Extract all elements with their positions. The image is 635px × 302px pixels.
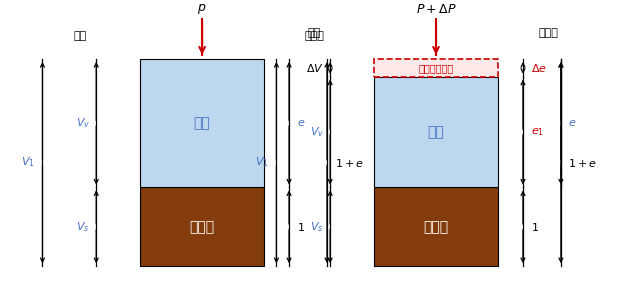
Text: $\Delta V$: $\Delta V$ xyxy=(306,62,324,74)
Text: 土粒子: 土粒子 xyxy=(190,220,215,234)
Text: 間隙: 間隙 xyxy=(427,125,444,139)
Text: 間隙: 間隙 xyxy=(194,116,210,130)
Text: $p$: $p$ xyxy=(197,2,207,16)
Bar xyxy=(140,188,264,266)
Text: $1+e$: $1+e$ xyxy=(568,157,598,169)
Text: $P+ \Delta P$: $P+ \Delta P$ xyxy=(415,3,457,16)
Text: 減少した体積: 減少した体積 xyxy=(418,63,453,73)
Text: $e$: $e$ xyxy=(297,118,305,128)
Text: 間隙比: 間隙比 xyxy=(304,31,324,41)
Text: $V_1$: $V_1$ xyxy=(255,156,269,169)
Text: $1+e$: $1+e$ xyxy=(335,157,364,169)
Text: 体積: 体積 xyxy=(308,28,321,38)
Bar xyxy=(375,77,498,188)
Text: 体積: 体積 xyxy=(74,31,87,41)
Bar xyxy=(140,59,264,188)
Bar xyxy=(375,188,498,266)
Text: 間隙比: 間隙比 xyxy=(538,28,558,38)
Text: $e$: $e$ xyxy=(568,118,577,128)
Text: $1$: $1$ xyxy=(531,221,538,233)
Text: $V_v$: $V_v$ xyxy=(76,116,90,130)
Text: $V_s$: $V_s$ xyxy=(76,220,90,234)
Text: $\Delta e$: $\Delta e$ xyxy=(531,62,547,74)
Text: 土粒子: 土粒子 xyxy=(424,220,448,234)
Bar xyxy=(375,59,498,77)
Text: $V_s$: $V_s$ xyxy=(311,220,324,234)
Text: $1$: $1$ xyxy=(297,221,305,233)
Text: $V_1$: $V_1$ xyxy=(21,156,35,169)
Text: $V_v$: $V_v$ xyxy=(309,125,324,139)
Text: $e_1$: $e_1$ xyxy=(531,126,544,138)
